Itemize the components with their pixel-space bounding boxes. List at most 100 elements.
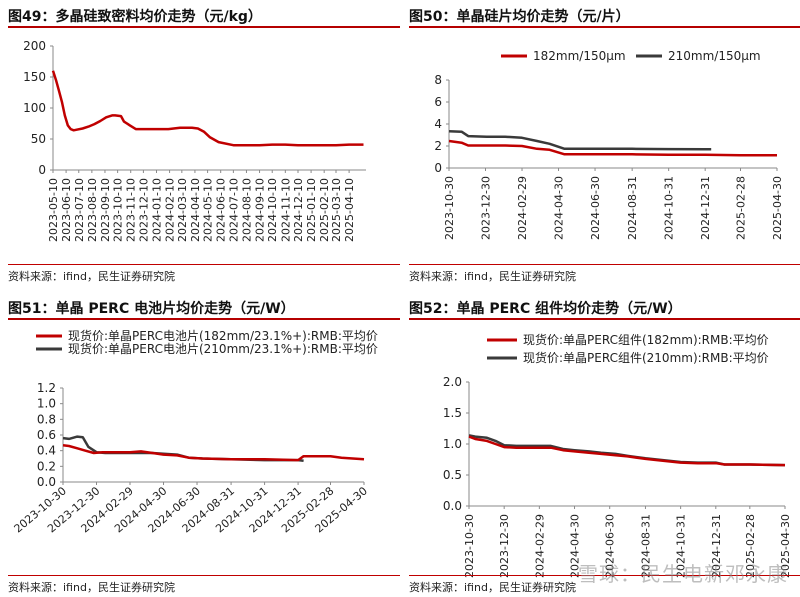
series-line-2 bbox=[448, 129, 712, 151]
x-tick-label: 2024-10-10 bbox=[266, 178, 279, 242]
chart-panel-51: 图51：单晶 PERC 电池片均价走势（元/W） 0.0 0.2 0.4 0.6 0.8… bbox=[8, 294, 400, 596]
x-tick-label: 2024-08-10 bbox=[240, 178, 253, 242]
chart-panel-49: 图49：多晶硅致密料均价走势（元/kg） 0 50 100 150 200 2023-05… bbox=[8, 0, 400, 292]
x-tick-label: 2024-11-10 bbox=[279, 178, 292, 242]
chart-title-51: 图51：单晶 PERC 电池片均价走势（元/W） bbox=[8, 301, 295, 317]
series-line-1 bbox=[62, 443, 365, 462]
chart-title-49: 图49：多晶硅致密料均价走势（元/kg） bbox=[8, 9, 262, 25]
x-tick-label: 2024-10-31 bbox=[663, 176, 676, 240]
x-tick-label: 2023-10-30 bbox=[463, 514, 476, 578]
line-chart-module: 0.0 0.5 1.0 1.5 2.0 2023-10-30 2023-12-30 2024-… bbox=[443, 332, 792, 578]
x-tick-label: 2023-10-30 bbox=[443, 176, 456, 240]
source-rule-51 bbox=[8, 575, 400, 576]
x-tick-label: 2024-03-10 bbox=[176, 178, 189, 242]
source-rule-49 bbox=[8, 264, 400, 265]
y-tick-label: 8 bbox=[434, 73, 442, 87]
series-line-1 bbox=[448, 139, 777, 157]
x-tick-label: 2024-08-31 bbox=[626, 176, 639, 240]
y-tick-label: 2 bbox=[434, 139, 442, 153]
y-tick-label: 4 bbox=[434, 117, 442, 131]
x-tick-label: 2024-06-30 bbox=[589, 176, 602, 240]
legend-label-1: 现货价:单晶PERC组件(182mm):RMB:平均价 bbox=[523, 332, 769, 347]
source-rule-50 bbox=[409, 264, 800, 265]
series-line-1 bbox=[51, 70, 364, 147]
x-tick-label: 2025-01-10 bbox=[305, 178, 318, 242]
y-tick-label: 0.8 bbox=[37, 412, 56, 426]
title-rule-49 bbox=[8, 26, 400, 28]
x-tick-label: 2024-06-30 bbox=[604, 514, 617, 578]
x-tick-label: 2024-02-29 bbox=[533, 514, 546, 578]
line-chart-polysilicon: 0 50 100 150 200 2023-05-10 2023-06-10 2023-07-… bbox=[23, 39, 366, 242]
x-tick-label: 2023-10-10 bbox=[112, 178, 125, 242]
x-tick-label: 2024-10-31 bbox=[675, 514, 688, 578]
y-tick-label: 0.6 bbox=[37, 428, 56, 442]
title-rule-52 bbox=[409, 318, 800, 320]
source-note-50: 资料来源：ifind，民生证券研究院 bbox=[409, 270, 576, 283]
watermark: 雪球：民生电新邓永康 bbox=[578, 562, 788, 586]
legend-label-1: 现货价:单晶PERC电池片(182mm/23.1%+):RMB:平均价 bbox=[68, 328, 378, 343]
x-tick-label: 2023-08-10 bbox=[86, 178, 99, 242]
y-tick-label: 100 bbox=[23, 101, 46, 115]
source-note-51: 资料来源：ifind，民生证券研究院 bbox=[8, 581, 175, 594]
x-tick-label: 2024-09-10 bbox=[254, 178, 267, 242]
x-tick-label: 2023-07-10 bbox=[73, 178, 86, 242]
x-tick-label: 2024-07-10 bbox=[227, 178, 240, 242]
x-tick-label: 2024-04-30 bbox=[553, 176, 566, 240]
chart-title-52: 图52：单晶 PERC 组件均价走势（元/W） bbox=[409, 301, 682, 317]
y-tick-label: 1.5 bbox=[443, 406, 462, 420]
series-line-2 bbox=[468, 434, 786, 467]
y-tick-label: 0.0 bbox=[443, 499, 462, 513]
x-tick-label: 2023-12-30 bbox=[498, 514, 511, 578]
legend-label-1: 182mm/150μm bbox=[533, 49, 626, 63]
x-tick-label: 2025-04-30 bbox=[779, 514, 792, 578]
x-tick-label: 2024-12-10 bbox=[292, 178, 305, 242]
line-chart-cell: 0.00.20.40.60.81.01.22023-10-302023-12-3… bbox=[12, 328, 378, 535]
x-tick-label: 2025-02-28 bbox=[734, 176, 747, 240]
x-tick-label: 2024-04-10 bbox=[189, 178, 202, 242]
x-tick-label: 2023-06-10 bbox=[60, 178, 73, 242]
series-line-1 bbox=[468, 435, 786, 467]
y-tick-label: 0.5 bbox=[443, 468, 462, 482]
y-tick-label: 200 bbox=[23, 39, 46, 53]
x-tick-label: 2025-04-30 bbox=[771, 176, 784, 240]
x-tick-label: 2024-01-10 bbox=[150, 178, 163, 242]
y-tick-label: 2.0 bbox=[443, 375, 462, 389]
chart-panel-52: 图52：单晶 PERC 组件均价走势（元/W） 0.0 0.5 1.0 1.5 2.0 2… bbox=[409, 294, 800, 596]
legend-label-2: 现货价:单晶PERC组件(210mm):RMB:平均价 bbox=[523, 350, 769, 365]
x-tick-label: 2023-12-10 bbox=[137, 178, 150, 242]
x-tick-label: 2024-08-31 bbox=[639, 514, 652, 578]
y-tick-label: 1.2 bbox=[37, 381, 56, 395]
chart-title-50: 图50：单晶硅片均价走势（元/片） bbox=[409, 9, 630, 25]
title-rule-50 bbox=[409, 26, 800, 28]
legend-label-2: 现货价:单晶PERC电池片(210mm/23.1%+):RMB:平均价 bbox=[68, 341, 378, 356]
x-tick-label: 2023-11-10 bbox=[125, 178, 138, 242]
y-tick-label: 0.4 bbox=[37, 444, 56, 458]
y-tick-label: 0 bbox=[434, 161, 442, 175]
x-tick-label: 2023-05-10 bbox=[47, 178, 60, 242]
x-tick-label: 2024-02-10 bbox=[164, 178, 177, 242]
x-tick-label: 2024-05-10 bbox=[202, 178, 215, 242]
y-tick-label: 50 bbox=[31, 132, 46, 146]
chart-panel-50: 图50：单晶硅片均价走势（元/片） 0 2 4 6 8 2023-10-30 2023-12… bbox=[409, 0, 800, 292]
legend-label-2: 210mm/150μm bbox=[668, 49, 761, 63]
y-tick-label: 0 bbox=[38, 163, 46, 177]
x-tick-label: 2023-09-10 bbox=[99, 178, 112, 242]
x-tick-label: 2024-12-31 bbox=[710, 514, 723, 578]
y-tick-label: 0.0 bbox=[37, 475, 56, 489]
x-tick-label: 2025-04-10 bbox=[343, 178, 356, 242]
x-tick-label: 2025-02-28 bbox=[744, 514, 757, 578]
source-note-49: 资料来源：ifind，民生证券研究院 bbox=[8, 270, 175, 283]
x-tick-label: 2025-02-10 bbox=[318, 178, 331, 242]
y-tick-label: 6 bbox=[434, 95, 442, 109]
x-tick-label: 2023-12-30 bbox=[480, 176, 493, 240]
x-tick-label: 2024-02-29 bbox=[516, 176, 529, 240]
y-tick-label: 150 bbox=[23, 70, 46, 84]
line-chart-wafer: 0 2 4 6 8 2023-10-30 2023-12-30 2024-02-29 2024-… bbox=[434, 49, 784, 240]
title-rule-51 bbox=[8, 318, 400, 320]
source-rule-52 bbox=[409, 575, 800, 576]
source-note-52: 资料来源：ifind，民生证券研究院 bbox=[409, 581, 576, 594]
x-tick-label: 2024-12-31 bbox=[699, 176, 712, 240]
y-tick-label: 0.2 bbox=[37, 459, 56, 473]
x-tick-label: 2024-06-10 bbox=[215, 178, 228, 242]
x-tick-label: 2024-04-30 bbox=[569, 514, 582, 578]
